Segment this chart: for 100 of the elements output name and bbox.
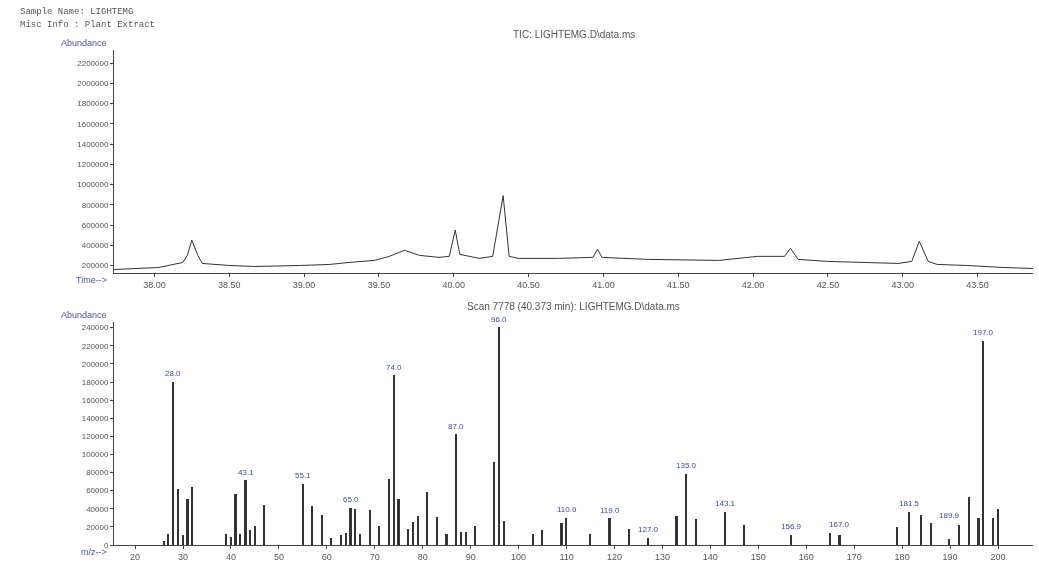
annotation: 55.1 (295, 471, 312, 480)
x-tick-label: 180 (894, 551, 910, 562)
y-tick-label: 160000 (81, 395, 109, 405)
bar (436, 517, 438, 545)
bar (724, 512, 726, 545)
y-tick-label: 40000 (86, 504, 109, 514)
x-tick-label: 190 (942, 551, 958, 562)
x-tick-label: 50 (273, 551, 284, 562)
x-tick-label: 38.50 (217, 279, 241, 290)
bar (498, 327, 500, 545)
y-tick-label: 600000 (81, 220, 109, 230)
text: Misc Info : Plant Extract (20, 20, 156, 30)
bar (628, 529, 630, 545)
bar (302, 484, 304, 545)
y-tick-label: 800000 (81, 200, 109, 210)
x-tick-label: 42.00 (741, 279, 765, 290)
bar (997, 509, 999, 545)
bar (920, 515, 922, 545)
bar (493, 462, 495, 545)
bar (412, 522, 414, 545)
y-tick-label: 140000 (81, 414, 109, 424)
bar (608, 518, 611, 545)
bar (838, 535, 841, 545)
y-tick-label: 2200000 (77, 58, 109, 68)
y-tick-label: 1800000 (77, 99, 109, 109)
y-tick-label: 2000000 (77, 79, 109, 89)
bar (465, 532, 467, 545)
y-tick-label: 220000 (81, 341, 109, 351)
bar (191, 487, 193, 545)
annotation: 167.0 (829, 520, 850, 529)
annotation: 181.5 (899, 499, 920, 508)
bar (541, 530, 543, 545)
annotation: 127.0 (638, 525, 659, 534)
bar (675, 516, 678, 545)
bar (503, 521, 505, 545)
x-tick-label: 43.50 (966, 279, 989, 290)
annotation: 43.1 (238, 468, 255, 477)
annotation: 96.0 (491, 315, 508, 324)
bar (167, 534, 169, 545)
x-tick-label: 39.50 (367, 279, 391, 290)
bar (968, 497, 970, 545)
bar (589, 534, 591, 545)
annotation: 156.9 (781, 522, 802, 531)
annotation: 135.0 (676, 461, 697, 470)
y-tick-label: 80000 (86, 468, 109, 478)
annotation: 110.0 (557, 505, 577, 514)
annotation: 189.9 (939, 511, 960, 520)
bar (445, 534, 448, 545)
bar (330, 538, 332, 545)
x-tick-label: 38.00 (143, 279, 166, 290)
x-tick-label: 39.00 (292, 279, 316, 290)
y-tick-label: 20000 (86, 522, 109, 532)
annotation: 119.0 (600, 506, 620, 515)
x-tick-label: 40.50 (517, 279, 540, 290)
bar (345, 533, 347, 545)
bar (685, 474, 687, 545)
bar (532, 534, 534, 545)
x-tick-label: 200 (990, 551, 1006, 562)
bar (460, 532, 462, 545)
annotation: 197.0 (973, 328, 994, 337)
bar (647, 538, 649, 545)
bar (474, 526, 476, 545)
bar (263, 505, 265, 545)
x-tick-label: 42.50 (816, 279, 840, 290)
x-tick-label: 140 (702, 551, 718, 562)
bar (397, 499, 400, 545)
y-tick-label: 200000 (81, 359, 109, 369)
annotation: 65.0 (343, 495, 360, 504)
y-tick-label: 120000 (81, 432, 109, 442)
chart-title: TIC: LIGHTEMG.D\data.ms (513, 29, 636, 40)
x-tick-label: 170 (846, 551, 862, 562)
x-tick-label: 60 (321, 551, 332, 562)
bar (186, 499, 189, 545)
bar (321, 515, 323, 545)
y-tick-label: 180000 (81, 377, 109, 387)
bar (417, 516, 419, 545)
bar (896, 527, 898, 545)
bar (163, 541, 165, 545)
bar (349, 508, 352, 545)
y-tick-label: 0 (103, 540, 109, 550)
x-tick-label: 120 (606, 551, 623, 562)
bar (369, 510, 371, 545)
bar (359, 534, 361, 545)
y-tick-label: 200000 (81, 261, 109, 271)
x-tick-label: 41.50 (667, 279, 690, 290)
bar (992, 518, 994, 545)
y-tick-label: 1200000 (77, 160, 109, 170)
bar (388, 479, 390, 545)
bar (378, 526, 380, 545)
x-tick-label: 110 (559, 551, 574, 562)
chart-title: Scan 7778 (40.373 min): LIGHTEMG.D\data.ms (467, 301, 680, 312)
bar (393, 375, 395, 545)
y-tick-label: 1400000 (77, 139, 109, 149)
x-tick-label: 80 (417, 551, 428, 562)
x-tick-label: 90 (465, 551, 476, 562)
x-tick-label: 41.00 (592, 279, 615, 290)
y-tick-label: 1600000 (77, 119, 109, 129)
x-tick-label: 43.00 (891, 279, 915, 290)
bar (426, 492, 428, 545)
y-axis-title: Abundance (61, 310, 107, 320)
